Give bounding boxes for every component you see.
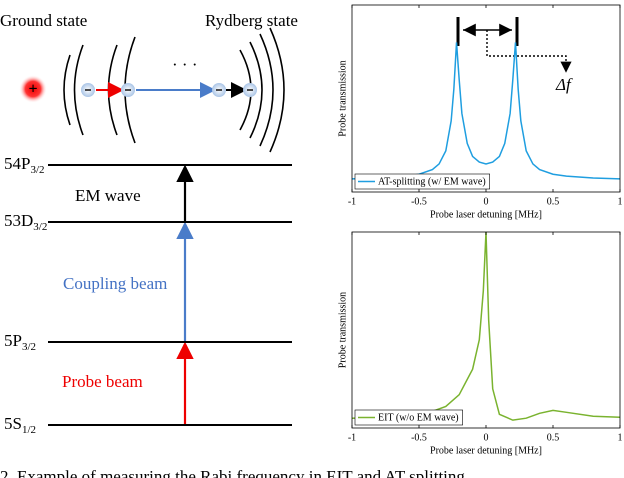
level-label: 5S1/2 xyxy=(4,414,36,436)
x-tick-label: 1 xyxy=(618,432,623,443)
probe-label: Probe beam xyxy=(62,372,143,391)
level-sub: 3/2 xyxy=(22,341,36,353)
level-sub: 1/2 xyxy=(22,424,36,436)
ground-label: Ground state xyxy=(0,11,87,30)
series-line xyxy=(351,42,621,180)
legend-label: EIT (w/o EM wave) xyxy=(378,412,459,423)
ellipsis: · · · xyxy=(172,55,197,74)
x-axis-label: Probe laser detuning [MHz] xyxy=(430,209,542,220)
legend-label: AT-splitting (w/ EM wave) xyxy=(378,176,486,187)
plot-frame xyxy=(351,231,621,429)
x-tick-label: 0.5 xyxy=(547,432,560,443)
level-name: 53D xyxy=(4,211,33,230)
delta-f: Δf xyxy=(555,75,573,94)
at-annotation: Δf xyxy=(456,17,573,94)
nucleus-sign: + xyxy=(28,81,37,98)
y-axis-label: Probe transmission xyxy=(337,60,348,136)
nucleus xyxy=(19,75,47,103)
legend-box xyxy=(354,173,490,190)
x-tick-label: -0.5 xyxy=(411,196,427,207)
x-tick-label: 0 xyxy=(484,196,489,207)
x-tick-label: -0.5 xyxy=(411,432,427,443)
x-axis-label: Probe laser detuning [MHz] xyxy=(430,445,542,456)
chart: -1 -0.5 0 0.5 1 Probe laser detuning [MHz] Pro… xyxy=(337,4,623,220)
energy-levels: EM wave Coupling beam Probe beam 54P3/25… xyxy=(4,154,292,436)
coupling-label: Coupling beam xyxy=(63,274,167,293)
atom-diagram: Ground state Rydberg state · · · + xyxy=(0,11,298,153)
level-name: 54P xyxy=(4,154,30,173)
level-label: 54P3/2 xyxy=(4,154,45,176)
x-tick-label: 0.5 xyxy=(547,196,560,207)
level-name: 5P xyxy=(4,331,22,350)
level-sub: 3/2 xyxy=(33,221,47,233)
rydberg-label: Rydberg state xyxy=(205,11,298,30)
level-sub: 3/2 xyxy=(30,164,44,176)
level-name: 5S xyxy=(4,414,22,433)
level-label: 5P3/2 xyxy=(4,331,36,353)
level-label: 53D3/2 xyxy=(4,211,47,233)
em-label: EM wave xyxy=(75,186,141,205)
x-tick-label: -1 xyxy=(348,196,356,207)
legend-box xyxy=(354,409,463,426)
electrons xyxy=(81,83,257,97)
chart: -1 -0.5 0 0.5 1 Probe laser detuning [MHz] Pro… xyxy=(337,231,623,456)
x-tick-label: 0 xyxy=(484,432,489,443)
series-line xyxy=(351,231,621,421)
x-tick-label: -1 xyxy=(348,432,356,443)
x-tick-label: 1 xyxy=(618,196,623,207)
caption: 2. Example of measuring the Rabi frequen… xyxy=(0,467,465,478)
y-axis-label: Probe transmission xyxy=(337,292,348,368)
